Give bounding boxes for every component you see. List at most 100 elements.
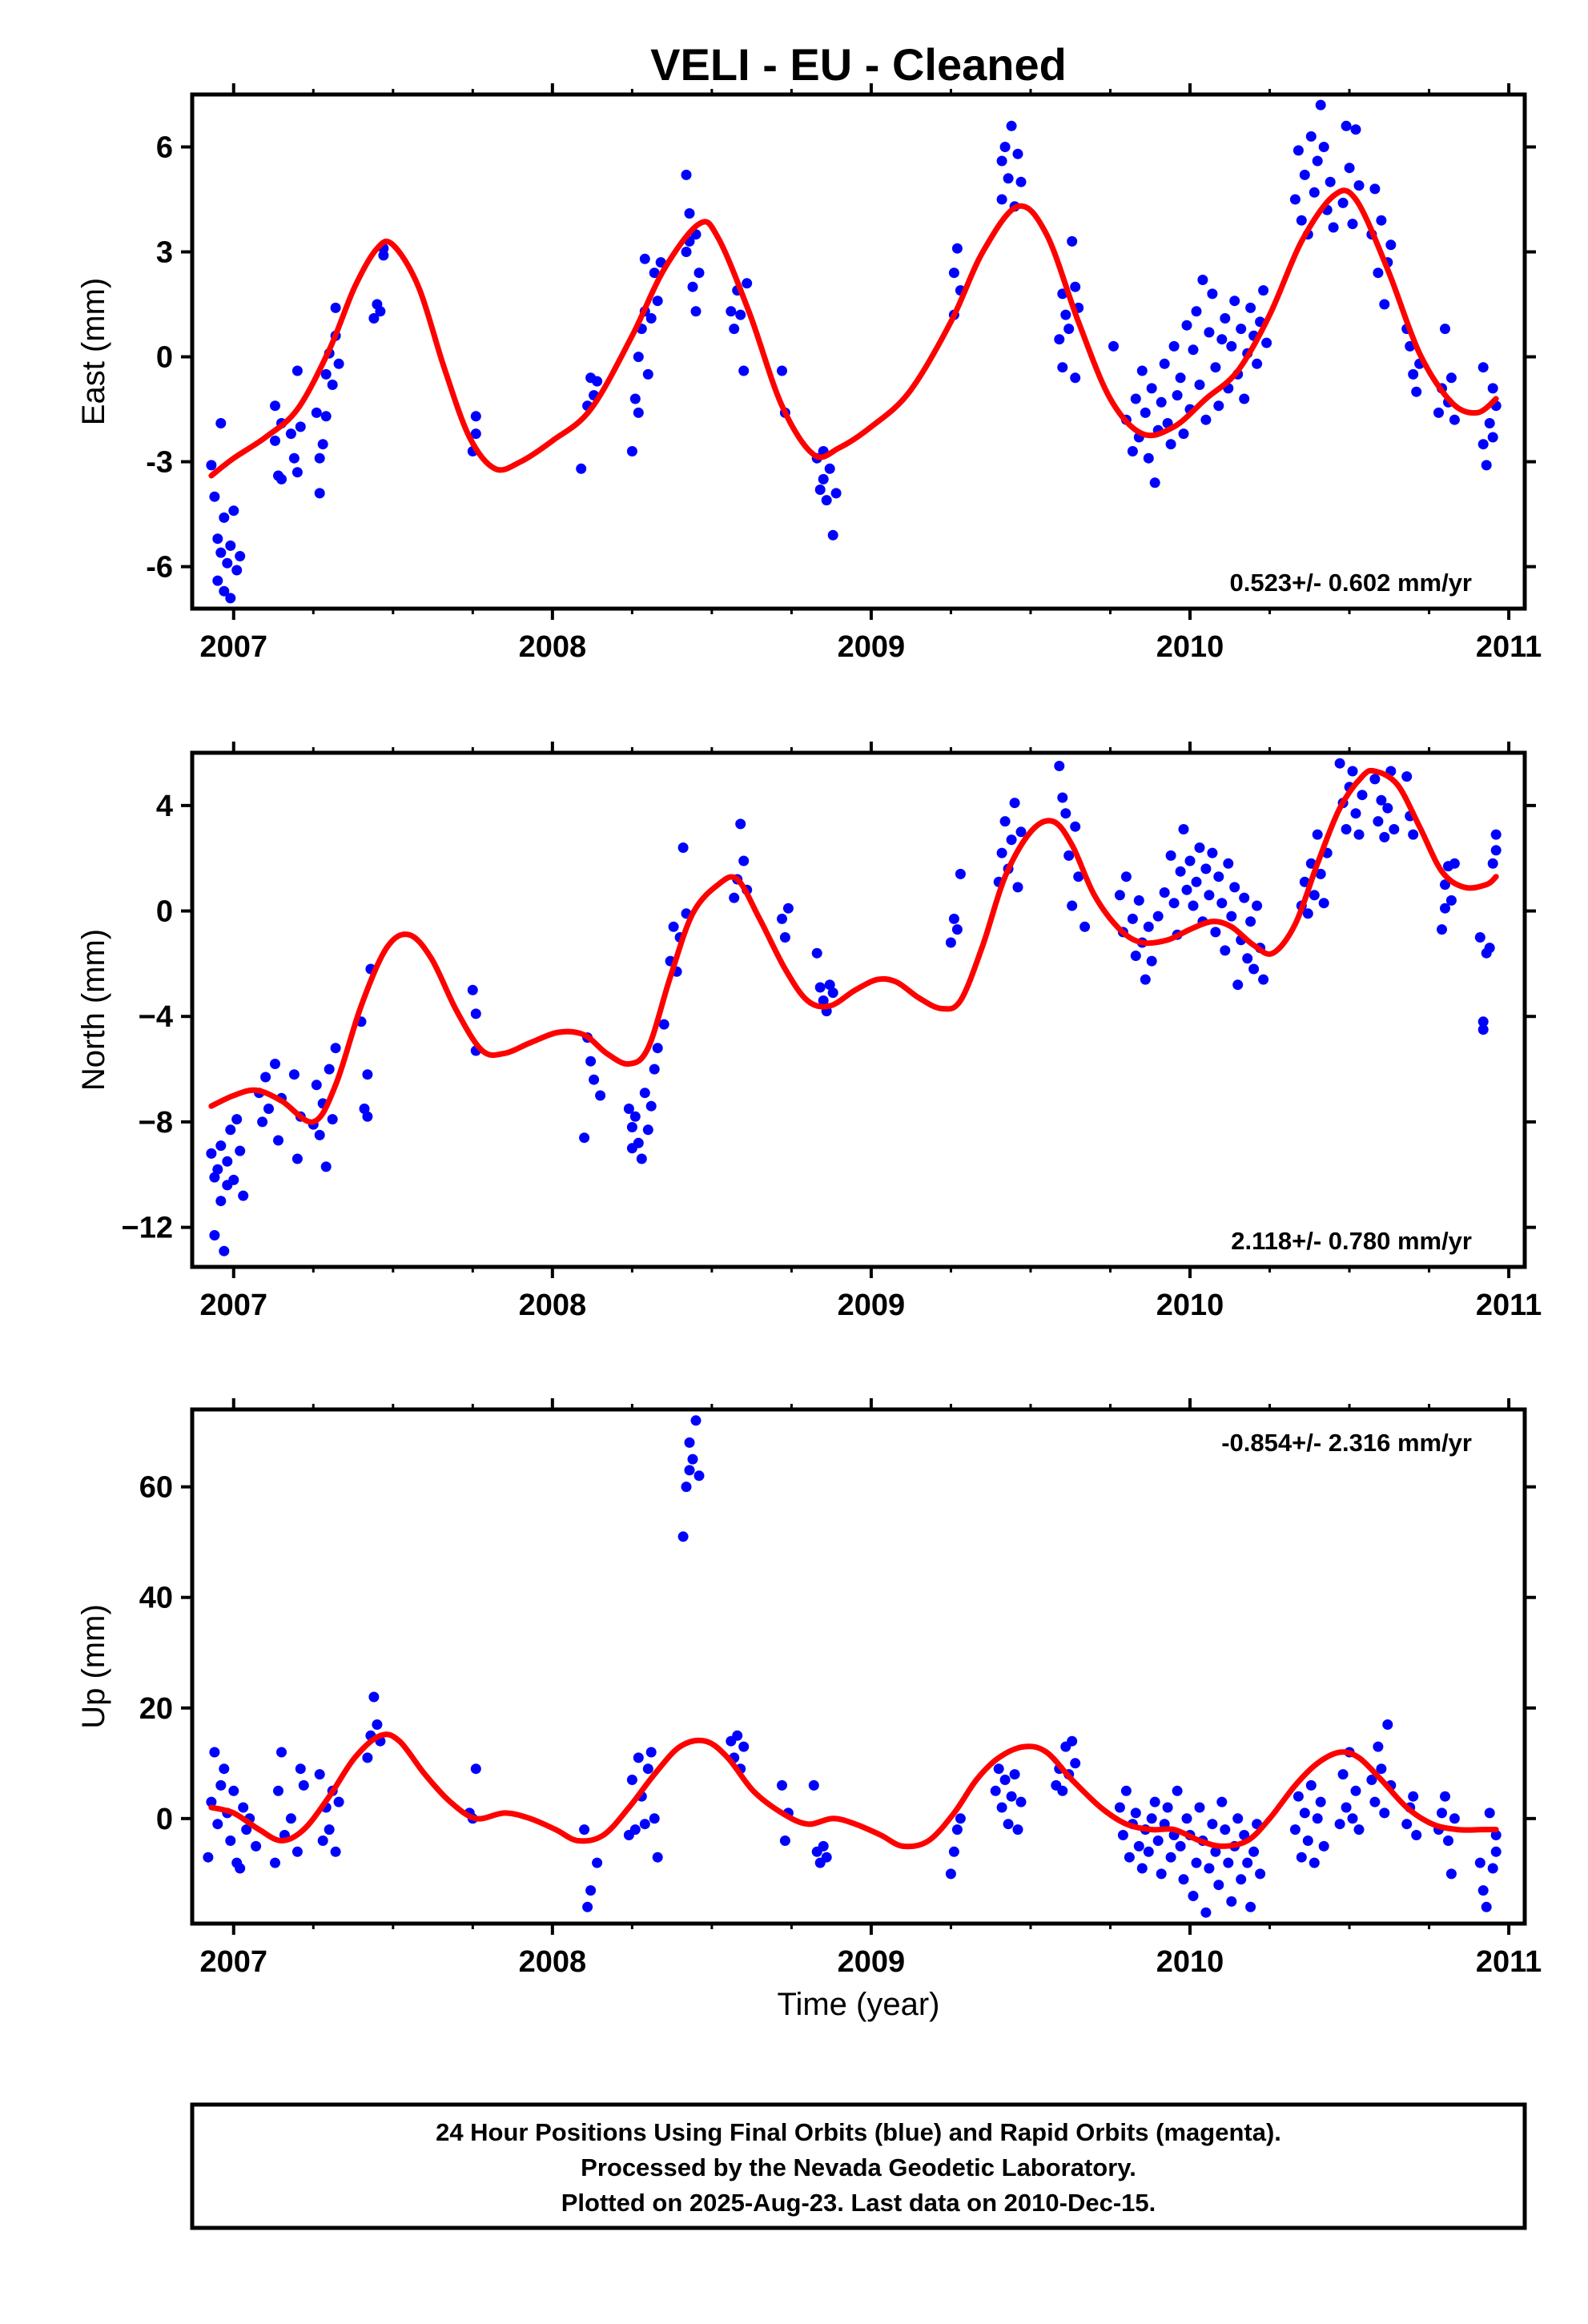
data-point-east-175 [1385,239,1397,251]
data-point-up-47 [639,1819,650,1830]
data-point-up-126 [1223,1857,1234,1868]
data-point-up-103 [1149,1796,1160,1807]
data-point-up-155 [1369,1796,1381,1807]
data-point-up-124 [1216,1796,1228,1807]
data-point-east-135 [1216,334,1228,345]
data-point-north-132 [1239,892,1250,903]
data-point-up-10 [235,1863,246,1874]
data-point-up-70 [818,1840,829,1852]
data-point-north-138 [1258,974,1269,985]
data-point-north-162 [1389,824,1400,834]
data-point-north-129 [1229,882,1240,893]
data-point-up-123 [1213,1880,1224,1891]
data-point-up-152 [1350,1785,1361,1796]
data-point-north-141 [1302,908,1313,919]
data-point-north-159 [1379,831,1390,842]
data-point-up-20 [291,1846,303,1857]
data-point-up-16 [273,1785,283,1796]
data-point-east-111 [1140,407,1151,418]
data-point-north-118 [1194,842,1205,853]
data-point-east-10 [225,593,236,604]
data-point-east-144 [1245,302,1256,313]
ylabel-north: North (mm) [76,929,111,1091]
data-point-east-47 [592,376,603,387]
plot-frame-east [190,92,1527,611]
data-point-north-28 [320,1161,332,1172]
data-point-north-66 [738,855,750,866]
data-point-up-8 [228,1785,239,1796]
x-tick-label-east-0: 2007 [199,630,267,664]
data-point-up-142 [1305,1779,1317,1791]
fit-curve-up [208,1731,1499,1850]
data-point-east-1 [209,491,220,502]
data-point-north-33 [359,1104,370,1114]
data-point-north-134 [1245,916,1256,927]
data-point-east-158 [1315,99,1326,111]
data-point-up-132 [1242,1857,1253,1868]
data-point-east-11 [228,505,239,517]
data-point-east-89 [996,194,1007,205]
data-point-north-173 [1477,1024,1489,1035]
data-point-north-70 [782,903,794,914]
data-point-east-191 [1487,383,1498,394]
data-point-north-80 [955,868,966,879]
data-point-up-172 [1477,1885,1489,1896]
data-point-up-77 [993,1763,1004,1775]
data-point-east-142 [1239,393,1250,404]
data-point-up-90 [1067,1735,1078,1747]
data-point-north-148 [1334,758,1345,769]
data-point-north-106 [1146,955,1157,967]
y-tick-label-up-2: 40 [139,1582,173,1615]
data-point-east-79 [818,473,829,485]
data-point-north-130 [1232,979,1244,991]
data-point-up-4 [215,1779,227,1791]
data-point-east-123 [1178,428,1189,440]
data-point-up-116 [1191,1857,1202,1868]
data-points-up [203,1415,1502,1918]
y-tick-label-east-0: -6 [146,551,173,585]
data-point-east-54 [639,253,650,264]
data-point-north-146 [1318,898,1329,909]
data-point-up-148 [1337,1769,1349,1780]
data-point-up-72 [945,1868,956,1880]
y-tick-label-north-4: 4 [156,790,173,823]
data-point-north-79 [951,924,963,935]
data-point-north-83 [999,816,1011,827]
data-point-up-141 [1302,1835,1313,1846]
data-point-north-17 [263,1104,274,1114]
data-point-east-156 [1309,187,1320,198]
data-point-east-24 [311,407,322,418]
x-tick-label-east-2: 2009 [838,630,906,664]
data-point-north-171 [1449,858,1460,869]
data-point-east-165 [1344,163,1355,174]
data-point-east-31 [327,380,338,390]
x-tick-label-up-2: 2009 [838,1945,906,1979]
data-point-up-101 [1143,1846,1154,1857]
x-tick-label-up-0: 2007 [199,1945,267,1979]
data-point-up-29 [333,1796,344,1807]
plot-frame-north [190,750,1527,1269]
data-point-east-190 [1484,418,1495,428]
data-point-east-68 [726,306,737,317]
data-point-east-57 [649,267,660,279]
data-point-up-93 [1117,1830,1128,1840]
data-point-east-58 [652,296,663,307]
data-point-east-159 [1318,142,1329,152]
data-point-up-99 [1136,1863,1148,1874]
data-point-north-96 [1079,921,1091,932]
data-point-east-9 [225,540,236,551]
data-points-east [206,99,1502,604]
data-point-north-156 [1369,774,1381,785]
data-point-north-107 [1152,911,1164,922]
data-point-north-50 [636,1153,647,1164]
data-point-east-105 [1108,340,1119,352]
data-point-north-8 [222,1156,233,1167]
data-point-up-108 [1165,1852,1176,1863]
y-tick-label-up-1: 20 [139,1692,173,1726]
data-point-east-56 [645,313,657,324]
ylabel-up: Up (mm) [76,1604,111,1729]
data-point-up-76 [990,1785,1001,1796]
data-point-north-153 [1350,808,1361,819]
data-point-east-108 [1130,393,1141,404]
